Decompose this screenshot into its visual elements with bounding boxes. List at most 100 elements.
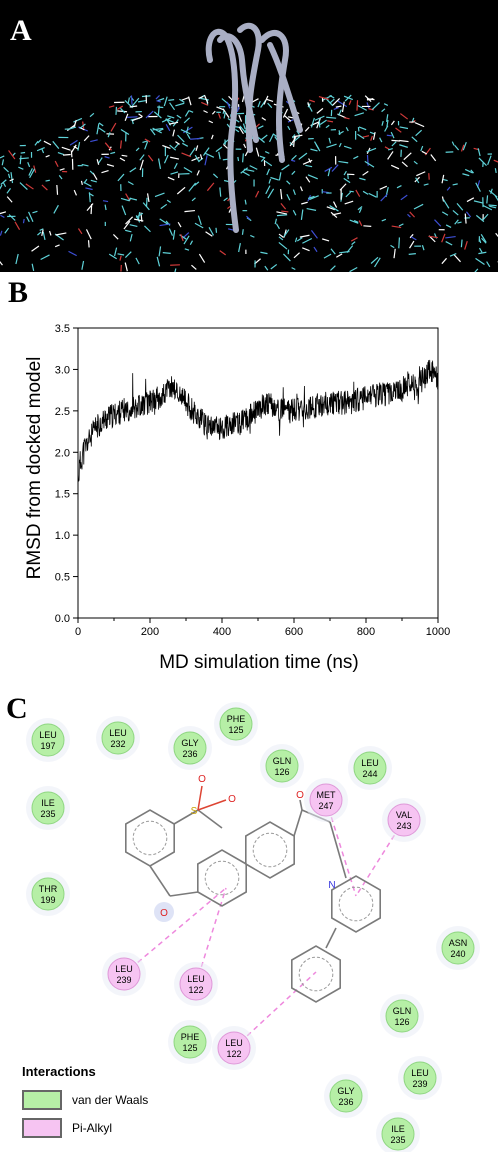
residue-name: LEU [225,1038,243,1048]
x-tick-label: 800 [357,626,375,638]
residue-name: LEU [109,728,127,738]
y-axis-label: RMSD from docked model [24,357,45,580]
protein-helices [209,26,300,230]
y-tick-label: 0.5 [55,572,70,584]
residue-name: ILE [391,1124,405,1134]
residue-name: GLY [337,1086,354,1096]
residue-number: 247 [318,801,333,811]
legend-swatch-vdw [22,1090,62,1110]
residue-number: 125 [182,1043,197,1053]
x-tick-label: 600 [285,626,303,638]
biphenyl-ring-2-aromatic [299,957,333,991]
x-axis-label: MD simulation time (ns) [159,652,359,673]
atom-label: S [191,806,198,817]
residue-number: 126 [274,767,289,777]
residue-number: 199 [40,895,55,905]
y-tick-label: 1.0 [55,530,70,542]
residue-number: 235 [40,809,55,819]
ligand-bond [198,810,222,828]
residue-number: 243 [396,821,411,831]
atom-label: O [160,908,168,919]
residue-name: LEU [115,964,133,974]
residue-name: LEU [411,1068,429,1078]
residue-number: 122 [188,985,203,995]
central-ring-aromatic [205,861,239,895]
residue-name: LEU [39,730,57,740]
residue-number: 244 [362,769,377,779]
ligand-bond [330,822,346,878]
ligand-bond [294,810,302,836]
residue-name: ILE [41,798,55,808]
y-tick-label: 2.5 [55,406,70,418]
legend-item-vdw: van der Waals [22,1090,148,1110]
membrane-protein-render [0,0,498,272]
residue-number: 122 [226,1049,241,1059]
atom-label: N [328,880,335,891]
y-tick-label: 0.0 [55,613,70,625]
residue-number: 239 [116,975,131,985]
benzo-ring-aromatic [133,821,167,855]
sulfonyl-bond [198,786,202,810]
y-tick-label: 3.0 [55,364,70,376]
panel-b-letter: B [8,276,28,310]
x-tick-label: 400 [213,626,231,638]
sulfonyl-bond [198,800,226,810]
residue-name: ASN [449,938,468,948]
residue-number: 236 [338,1097,353,1107]
plot-frame [78,328,438,618]
residue-number: 125 [228,725,243,735]
legend-label-pialkyl: Pi-Alkyl [72,1121,112,1135]
residue-name: LEU [187,974,205,984]
residue-number: 232 [110,739,125,749]
panel-c-letter: C [6,692,28,726]
residue-name: LEU [361,758,379,768]
residue-name: PHE [181,1032,200,1042]
y-tick-label: 1.5 [55,489,70,501]
x-tick-label: 0 [75,626,81,638]
ligand-bond [170,892,198,896]
legend-label-vdw: van der Waals [72,1093,148,1107]
x-tick-label: 1000 [426,626,450,638]
residue-number: 235 [390,1135,405,1145]
residue-name: GLN [273,756,292,766]
atom-label: O [228,794,236,805]
residue-name: MET [317,790,337,800]
panel-a-letter: A [10,14,32,48]
residue-number: 239 [412,1079,427,1089]
atom-label: O [198,774,206,785]
x-tick-label: 200 [141,626,159,638]
y-tick-label: 3.5 [55,323,70,335]
legend-swatch-pialkyl [22,1118,62,1138]
residue-number: 126 [394,1017,409,1027]
residue-number: 197 [40,741,55,751]
residue-name: VAL [396,810,412,820]
panel-a-membrane-render: A [0,0,498,272]
amide-phenyl-ring-aromatic [253,833,287,867]
legend-item-pialkyl: Pi-Alkyl [22,1118,112,1138]
residue-name: THR [39,884,58,894]
ligand-bond [300,800,302,810]
biphenyl-ring-1-aromatic [339,887,373,921]
y-tick-label: 2.0 [55,447,70,459]
residue-number: 240 [450,949,465,959]
legend-title: Interactions [22,1064,96,1079]
